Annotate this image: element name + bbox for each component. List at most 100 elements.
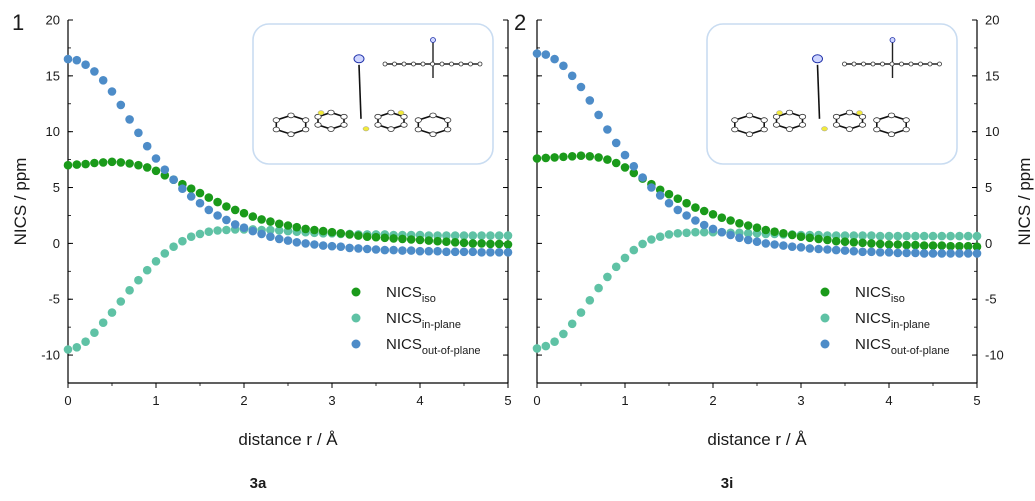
legend-label: NICSin-plane — [386, 310, 461, 331]
data-point — [152, 167, 161, 176]
data-point — [902, 249, 911, 258]
data-point — [389, 234, 398, 243]
atom — [445, 127, 451, 132]
data-point — [682, 211, 691, 220]
data-point — [779, 229, 788, 238]
legend-label-main: NICS — [386, 336, 422, 353]
data-point — [125, 286, 134, 295]
data-point — [550, 153, 559, 162]
x-tick-label: 1 — [621, 393, 628, 408]
atom — [746, 113, 752, 118]
data-point — [964, 232, 973, 241]
data-point — [647, 235, 656, 244]
legend-marker — [821, 314, 830, 323]
side-atom — [478, 62, 482, 66]
data-point — [354, 231, 363, 240]
data-point — [559, 153, 568, 162]
data-point — [99, 318, 108, 327]
data-point — [762, 239, 771, 248]
data-point — [477, 239, 486, 248]
legend-label-sub: out-of-plane — [422, 345, 481, 357]
data-point — [249, 212, 258, 221]
data-point — [621, 151, 630, 160]
data-point — [867, 239, 876, 248]
y-tick-label: -5 — [985, 292, 997, 307]
data-point — [301, 225, 310, 234]
data-point — [850, 238, 859, 247]
data-point — [612, 139, 621, 148]
data-point — [691, 228, 700, 237]
data-point — [779, 241, 788, 250]
y-tick-label: 10 — [985, 124, 999, 139]
atom — [732, 118, 738, 123]
legend-label: NICSiso — [855, 284, 905, 305]
data-point — [152, 257, 161, 266]
side-atom — [412, 62, 416, 66]
data-point — [568, 72, 577, 81]
data-point — [559, 330, 568, 339]
x-axis-label: distance r / Å — [238, 430, 338, 449]
x-tick-label: 2 — [709, 393, 716, 408]
atom — [415, 127, 421, 132]
data-point — [621, 254, 630, 263]
data-point — [753, 237, 762, 246]
atom — [732, 127, 738, 132]
data-point — [770, 227, 779, 236]
data-point — [911, 249, 920, 258]
data-point — [902, 241, 911, 250]
data-point — [938, 232, 947, 241]
x-tick-label: 5 — [973, 393, 980, 408]
data-point — [603, 155, 612, 164]
y-tick-label: 5 — [985, 180, 992, 195]
data-point — [187, 184, 196, 193]
y-tick-label: 0 — [53, 236, 60, 251]
data-point — [726, 231, 735, 240]
data-point — [257, 230, 266, 239]
data-point — [735, 234, 744, 243]
side-atom — [383, 62, 387, 66]
data-point — [762, 226, 771, 235]
data-point — [726, 216, 735, 225]
data-point — [788, 242, 797, 251]
data-point — [504, 240, 513, 249]
data-point — [460, 239, 469, 248]
data-point — [345, 230, 354, 239]
data-point — [381, 234, 390, 243]
data-point — [81, 60, 90, 69]
data-point — [81, 337, 90, 346]
atom — [874, 127, 880, 132]
atom — [375, 114, 381, 119]
atom — [846, 127, 852, 132]
data-point — [442, 237, 451, 246]
atom — [833, 123, 839, 128]
atom — [388, 110, 394, 115]
data-point — [187, 192, 196, 201]
side-atom-n — [890, 38, 895, 43]
data-point — [735, 219, 744, 228]
data-point — [682, 229, 691, 238]
data-point — [301, 239, 310, 248]
atom — [445, 118, 451, 123]
data-point — [73, 343, 82, 352]
data-point — [108, 87, 117, 96]
atom — [303, 118, 309, 123]
data-point — [275, 220, 284, 229]
data-point — [894, 232, 903, 241]
atom — [375, 123, 381, 128]
data-point — [425, 236, 434, 245]
data-point — [169, 242, 178, 251]
legend-marker — [821, 340, 830, 349]
data-point — [586, 152, 595, 161]
legend-marker — [352, 340, 361, 349]
data-point — [231, 220, 240, 229]
data-point — [134, 276, 143, 285]
data-point — [372, 233, 381, 242]
atom — [430, 113, 436, 118]
data-point — [231, 206, 240, 215]
data-point — [876, 240, 885, 249]
data-point — [709, 210, 718, 219]
legend-label-main: NICS — [855, 310, 891, 327]
data-point — [594, 153, 603, 162]
data-point — [310, 226, 319, 235]
